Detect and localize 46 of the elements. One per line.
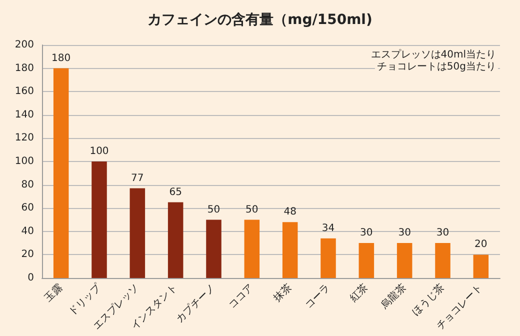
bar — [282, 222, 298, 278]
y-tick-label: 200 — [14, 40, 34, 50]
y-tick-label: 80 — [21, 179, 34, 190]
bar — [168, 202, 184, 278]
data-label: 180 — [52, 52, 71, 64]
y-tick-label: 180 — [14, 62, 34, 74]
y-tick-label: 0 — [28, 272, 34, 284]
x-tick-label: 玉露 — [42, 281, 65, 304]
y-tick-label: 40 — [21, 226, 34, 237]
x-tick-label: 抹茶 — [271, 281, 294, 304]
data-label: 30 — [398, 228, 411, 239]
bar — [244, 220, 260, 278]
bar — [53, 68, 69, 278]
y-tick-label: 140 — [14, 109, 34, 120]
data-label: 77 — [131, 172, 144, 184]
bar — [358, 243, 374, 278]
x-tick-label: 烏龍茶 — [378, 281, 408, 312]
y-tick-label: 160 — [14, 86, 34, 98]
data-label: 34 — [322, 222, 335, 234]
x-tick-label: カプチーノ — [174, 281, 218, 326]
y-tick-label: 120 — [14, 132, 34, 144]
annotation: エスプレッソは40ml当たり — [370, 48, 496, 60]
x-tick-label: ココア — [226, 282, 256, 312]
data-label: 100 — [90, 146, 109, 157]
data-label: 30 — [436, 228, 450, 239]
annotation: チョコレートは50g当たり — [376, 60, 496, 72]
y-tick-label: 60 — [21, 202, 34, 214]
data-label: 50 — [207, 204, 220, 216]
y-tick-label: 100 — [14, 156, 34, 167]
data-label: 48 — [284, 206, 296, 218]
bar — [396, 243, 412, 278]
data-label: 30 — [360, 228, 373, 239]
data-label: 50 — [246, 204, 258, 216]
bar — [473, 254, 489, 278]
bar — [130, 188, 146, 278]
bar — [435, 243, 450, 278]
bar — [206, 220, 222, 278]
x-tick-label: コーラ — [303, 282, 332, 312]
y-tick-label: 20 — [21, 249, 34, 260]
data-label: 65 — [169, 186, 182, 198]
bar — [92, 162, 107, 278]
data-label: 20 — [474, 239, 488, 250]
x-tick-label: ほうじ茶 — [410, 281, 447, 318]
chart-title: カフェインの含有量（mg/150ml) — [148, 12, 372, 28]
bar — [320, 238, 336, 278]
x-tick-label: 紅茶 — [348, 281, 370, 304]
